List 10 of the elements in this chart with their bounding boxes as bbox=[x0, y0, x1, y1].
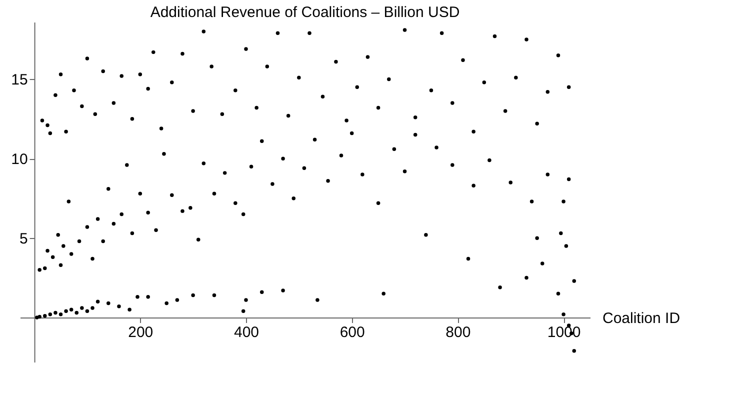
x-tick-label: 800 bbox=[446, 324, 471, 342]
chart-title: Additional Revenue of Coalitions – Billion USD bbox=[150, 4, 460, 21]
x-tick-label: 200 bbox=[128, 324, 154, 342]
y-tick-label: 15 bbox=[11, 72, 28, 89]
x-tick-label: 1000 bbox=[547, 324, 581, 342]
y-tick-label: 5 bbox=[19, 230, 28, 248]
x-tick-label: 600 bbox=[340, 324, 365, 342]
x-axis-title: Coalition ID bbox=[602, 310, 680, 328]
x-tick-label: 400 bbox=[234, 324, 260, 342]
y-tick-label: 10 bbox=[11, 151, 28, 168]
